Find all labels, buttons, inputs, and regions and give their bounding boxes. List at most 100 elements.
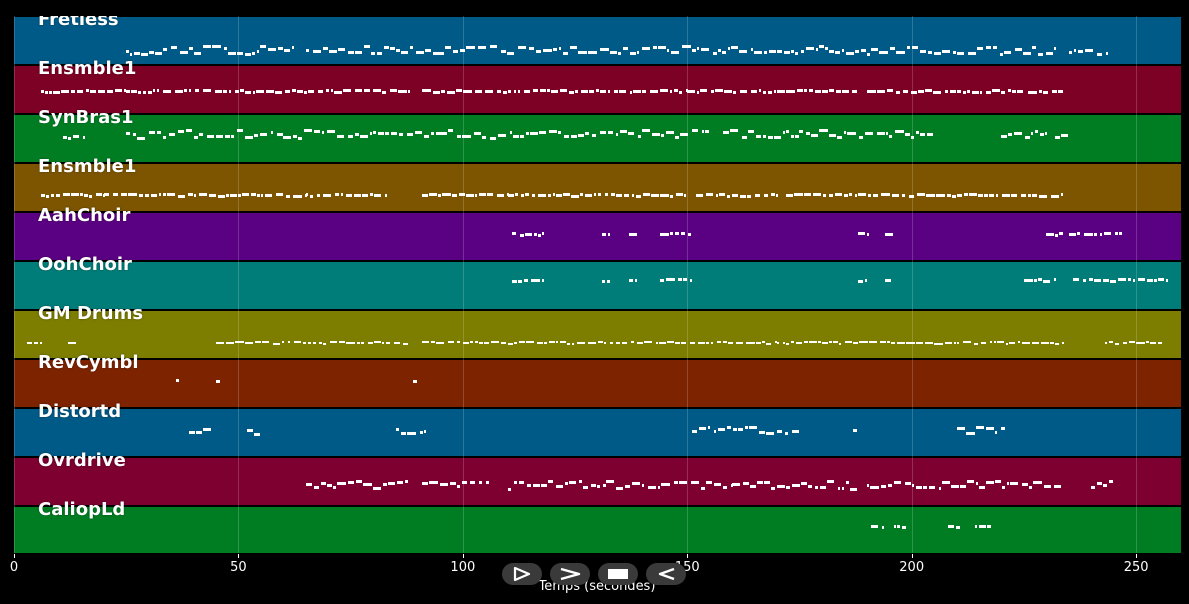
note — [382, 483, 387, 487]
note — [687, 90, 696, 94]
note — [217, 194, 225, 198]
note — [815, 485, 819, 489]
note — [891, 342, 896, 345]
note — [1006, 481, 1009, 485]
note — [766, 342, 772, 345]
note — [750, 89, 758, 93]
note — [889, 134, 892, 138]
note — [435, 131, 440, 135]
note — [1043, 485, 1051, 489]
note — [404, 479, 408, 483]
note — [237, 129, 244, 133]
note — [414, 130, 423, 134]
note — [323, 342, 327, 345]
note — [776, 484, 785, 488]
note — [716, 341, 722, 344]
note — [178, 129, 185, 133]
note — [597, 484, 600, 488]
note — [1008, 133, 1013, 137]
note — [138, 194, 144, 198]
track-lane: Ensmble1 — [14, 157, 1181, 211]
note — [416, 51, 424, 55]
note — [707, 425, 710, 429]
note — [908, 194, 914, 198]
rewind-button[interactable] — [646, 563, 686, 585]
note — [837, 487, 841, 491]
note — [728, 342, 733, 345]
note — [1091, 486, 1096, 490]
note — [478, 193, 486, 197]
note — [924, 341, 933, 344]
note — [103, 193, 110, 197]
note — [674, 232, 680, 236]
note — [489, 45, 498, 49]
note — [147, 90, 152, 94]
note — [215, 380, 220, 384]
note — [1154, 278, 1157, 282]
note — [750, 48, 753, 52]
stop-button[interactable] — [598, 563, 638, 585]
note — [679, 90, 683, 94]
note — [880, 341, 886, 344]
note — [669, 89, 673, 93]
note — [944, 341, 953, 344]
note — [976, 426, 985, 430]
note — [148, 131, 156, 135]
note — [1050, 342, 1054, 345]
note — [732, 428, 737, 432]
note — [323, 193, 332, 197]
note — [354, 133, 359, 137]
note — [1103, 483, 1108, 487]
note — [679, 481, 688, 485]
note — [771, 193, 775, 197]
note — [382, 342, 385, 345]
note — [859, 340, 868, 343]
note — [837, 135, 843, 139]
note — [756, 342, 761, 345]
note — [398, 132, 404, 136]
note — [89, 194, 93, 198]
note — [174, 89, 183, 93]
note — [293, 340, 302, 343]
note — [844, 341, 852, 344]
note — [673, 480, 678, 484]
note — [185, 129, 193, 133]
note — [317, 90, 323, 94]
note — [710, 342, 714, 345]
note — [795, 342, 803, 345]
note — [320, 481, 326, 485]
note — [496, 89, 502, 93]
note — [556, 484, 564, 488]
forward-button[interactable] — [550, 563, 590, 585]
note — [422, 193, 428, 197]
note — [343, 89, 352, 93]
track-lane: SynBras1 — [14, 108, 1181, 162]
note — [915, 486, 922, 490]
note — [1032, 45, 1037, 49]
note — [466, 45, 475, 49]
note — [866, 483, 869, 487]
note — [531, 279, 541, 283]
note — [1011, 193, 1018, 197]
note — [859, 135, 864, 139]
note — [214, 89, 217, 93]
note — [777, 90, 785, 94]
note — [525, 233, 533, 237]
note — [382, 90, 387, 94]
note — [1068, 232, 1076, 236]
note — [733, 90, 737, 94]
note — [980, 90, 983, 94]
note — [1025, 136, 1030, 140]
note — [334, 90, 342, 94]
note — [1020, 194, 1027, 198]
note — [242, 192, 250, 196]
note — [296, 90, 303, 94]
note — [774, 341, 777, 344]
note — [794, 193, 803, 197]
note — [777, 342, 780, 345]
note — [71, 193, 79, 197]
note — [270, 131, 274, 135]
play-button[interactable] — [502, 563, 542, 585]
note — [1058, 89, 1064, 93]
note — [963, 193, 968, 197]
